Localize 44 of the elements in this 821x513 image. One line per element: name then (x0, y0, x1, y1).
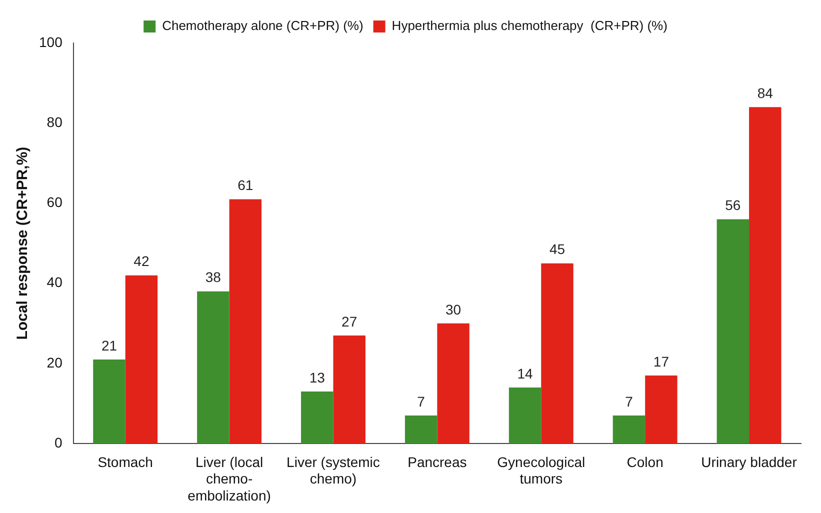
bar (437, 323, 470, 444)
bar (197, 291, 230, 444)
legend-label: Chemotherapy alone (CR+PR) (%) (162, 18, 364, 34)
y-tick-label: 100 (39, 34, 63, 50)
x-tick-label: Stomach (98, 454, 153, 470)
x-tick-label: Colon (626, 454, 664, 470)
data-label: 56 (725, 197, 741, 214)
data-label: 38 (205, 269, 222, 286)
data-label: 13 (309, 369, 326, 386)
x-tick-label: Liver (local chemo-embolization) (188, 454, 271, 504)
x-tick-label: Liver (systemic chemo) (286, 454, 380, 487)
data-label: 61 (238, 177, 254, 194)
data-label: 45 (549, 241, 566, 258)
bar (645, 376, 678, 444)
legend-label: Hyperthermia plus chemotherapy (CR+PR) (%) (392, 18, 668, 34)
data-label: 42 (134, 253, 150, 270)
y-tick-label: 80 (46, 114, 63, 130)
data-label: 84 (757, 84, 774, 101)
bar (404, 416, 438, 444)
data-label: 7 (625, 393, 634, 410)
y-tick-label: 40 (46, 274, 63, 290)
y-tick-label: 20 (46, 354, 63, 370)
bar (125, 275, 158, 444)
x-tick-label: Urinary bladder (701, 454, 798, 470)
bar (508, 388, 542, 444)
data-label: 14 (517, 365, 534, 382)
data-label: 27 (342, 313, 358, 330)
data-label: 30 (446, 301, 462, 318)
bar (716, 219, 750, 444)
bar (749, 107, 782, 444)
x-tick-label: Pancreas (408, 454, 467, 470)
data-label: 7 (417, 393, 426, 410)
y-tick-label: 60 (46, 194, 63, 210)
bar (301, 392, 334, 444)
data-label: 17 (653, 353, 670, 370)
y-axis-title: Local response (CR+PR,%) (14, 146, 32, 340)
bar (612, 416, 646, 444)
x-tick-label: Gynecological tumors (497, 454, 586, 487)
bar (229, 199, 262, 444)
bar (541, 263, 574, 444)
data-label: 21 (101, 337, 118, 354)
bar (93, 359, 126, 444)
bar (333, 335, 366, 444)
y-tick-label: 0 (54, 434, 63, 450)
